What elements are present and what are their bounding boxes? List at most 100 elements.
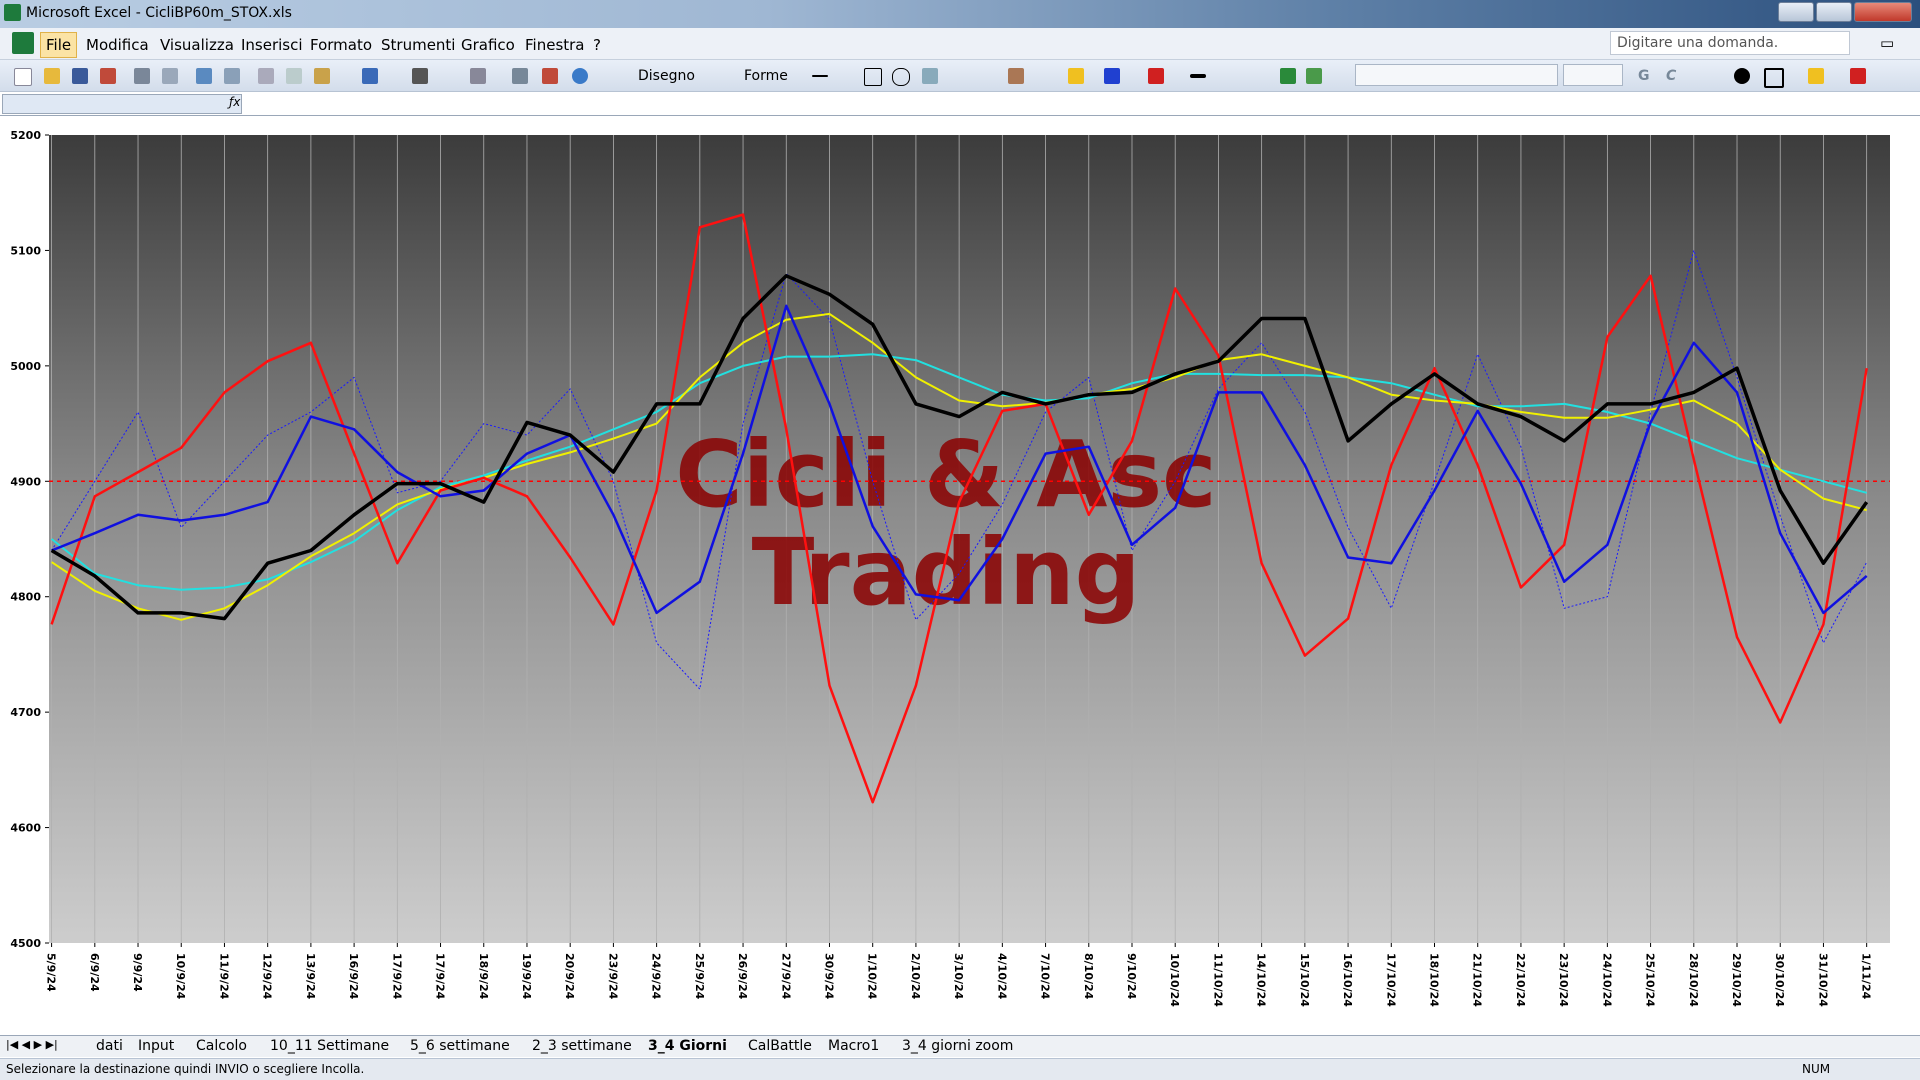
x-tick-label: 7/10/24 bbox=[1039, 953, 1052, 1000]
y-tick-label: 4800 bbox=[10, 591, 41, 604]
y-tick-label: 4600 bbox=[10, 822, 41, 835]
sheet-tab[interactable]: 3_4 giorni zoom bbox=[902, 1038, 1014, 1054]
maximize-button[interactable] bbox=[1816, 2, 1852, 22]
font-color[interactable] bbox=[1148, 68, 1164, 84]
x-tick-label: 18/10/24 bbox=[1428, 953, 1441, 1007]
series-line bbox=[50, 353, 1867, 591]
sort-button[interactable] bbox=[512, 68, 528, 84]
x-tick-label: 18/9/24 bbox=[477, 953, 490, 1000]
series-line bbox=[50, 213, 1868, 804]
menu-item[interactable]: File bbox=[40, 32, 78, 58]
close-button[interactable] bbox=[1854, 2, 1912, 22]
print-button[interactable] bbox=[134, 68, 150, 84]
hyperlink-button[interactable] bbox=[412, 68, 428, 84]
fx-icon[interactable]: ƒx bbox=[229, 95, 241, 109]
sheet-tab[interactable]: 2_3 settimane bbox=[532, 1038, 632, 1054]
shadow-button[interactable] bbox=[1280, 68, 1296, 84]
name-box[interactable]: ƒx bbox=[2, 94, 242, 114]
cut-button[interactable] bbox=[258, 68, 274, 84]
x-tick-label: 30/9/24 bbox=[822, 953, 835, 1000]
y-tick-label: 4900 bbox=[10, 475, 41, 488]
draw-menu[interactable]: Disegno bbox=[638, 68, 695, 84]
shapes-menu[interactable]: Forme bbox=[744, 68, 788, 84]
x-tick-label: 13/9/24 bbox=[304, 953, 317, 1000]
bold-button[interactable]: G bbox=[1638, 68, 1650, 84]
x-tick-label: 23/9/24 bbox=[606, 953, 619, 1000]
new-button[interactable] bbox=[14, 68, 32, 86]
menu-item[interactable]: Grafico bbox=[461, 36, 515, 54]
cell-font-color[interactable] bbox=[1850, 68, 1866, 84]
y-tick-label: 5100 bbox=[10, 244, 41, 257]
line-style[interactable] bbox=[1190, 74, 1206, 78]
x-tick-label: 12/9/24 bbox=[261, 953, 274, 1000]
permission-button[interactable] bbox=[100, 68, 116, 84]
x-tick-label: 17/9/24 bbox=[434, 953, 447, 1000]
menu-item[interactable]: Formato bbox=[310, 36, 373, 54]
x-tick-label: 20/9/24 bbox=[563, 953, 576, 1000]
3d-button[interactable] bbox=[1306, 68, 1322, 84]
menu-item[interactable]: ? bbox=[593, 36, 601, 54]
cell-fill[interactable] bbox=[1808, 68, 1824, 84]
rectangle-tool[interactable] bbox=[864, 68, 882, 86]
sheet-tab[interactable]: 5_6 settimane bbox=[410, 1038, 510, 1054]
sheet-tab[interactable]: dati bbox=[96, 1038, 123, 1054]
preview-button[interactable] bbox=[162, 68, 178, 84]
menu-item[interactable]: Inserisci bbox=[241, 36, 303, 54]
size-combo[interactable] bbox=[1563, 64, 1623, 86]
window-title: Microsoft Excel - CicliBP60m_STOX.xls bbox=[26, 5, 292, 21]
fill-color[interactable] bbox=[1068, 68, 1084, 84]
tab-scroll[interactable]: |◀ ◀ ▶ ▶| bbox=[6, 1038, 58, 1051]
menu-item[interactable]: Modifica bbox=[86, 36, 149, 54]
font-combo[interactable] bbox=[1355, 64, 1558, 86]
textbox-tool[interactable] bbox=[922, 68, 938, 84]
paste-button[interactable] bbox=[314, 68, 330, 84]
minimize-button[interactable] bbox=[1778, 2, 1814, 22]
x-tick-label: 10/9/24 bbox=[174, 953, 187, 1000]
sheet-tab[interactable]: CalBattle bbox=[748, 1038, 812, 1054]
spelling-button[interactable] bbox=[196, 68, 212, 84]
x-tick-label: 17/9/24 bbox=[390, 953, 403, 1000]
x-tick-label: 1/10/24 bbox=[866, 953, 879, 1000]
oval-tool[interactable] bbox=[892, 68, 910, 86]
line-tool[interactable] bbox=[812, 75, 828, 77]
line-color[interactable] bbox=[1104, 68, 1120, 84]
y-tick-label: 5000 bbox=[10, 360, 41, 373]
help-search-box[interactable]: Digitare una domanda. bbox=[1610, 31, 1850, 55]
menu-item[interactable]: Strumenti bbox=[381, 36, 456, 54]
menu-item[interactable]: Finestra bbox=[525, 36, 585, 54]
x-tick-label: 30/10/24 bbox=[1773, 953, 1786, 1007]
x-tick-label: 19/9/24 bbox=[520, 953, 533, 1000]
workbook-icon[interactable] bbox=[12, 32, 34, 54]
restore-workbook[interactable]: ▭ bbox=[1880, 34, 1895, 52]
copy-button[interactable] bbox=[286, 68, 302, 84]
research-button[interactable] bbox=[224, 68, 240, 84]
chart-wizard-button[interactable] bbox=[542, 68, 558, 84]
undo-button[interactable] bbox=[362, 68, 378, 84]
sheet-tab[interactable]: Calcolo bbox=[196, 1038, 247, 1054]
series-line bbox=[51, 312, 1867, 621]
open-button[interactable] bbox=[44, 68, 60, 84]
status-bar: Selezionare la destinazione quindi INVIO… bbox=[0, 1058, 1920, 1080]
sheet-tabs: |◀ ◀ ▶ ▶| dati Input Calcolo 10_11 Setti… bbox=[0, 1035, 1920, 1057]
x-tick-label: 23/10/24 bbox=[1557, 953, 1570, 1007]
picture-tool[interactable] bbox=[1008, 68, 1024, 84]
sheet-tab[interactable]: 3_4 Giorni bbox=[648, 1038, 727, 1054]
borders-button[interactable] bbox=[1764, 68, 1784, 88]
x-tick-label: 2/10/24 bbox=[909, 953, 922, 1000]
status-message: Selezionare la destinazione quindi INVIO… bbox=[6, 1062, 365, 1076]
sheet-tab[interactable]: Input bbox=[138, 1038, 175, 1054]
italic-button[interactable]: C bbox=[1666, 68, 1677, 84]
euro-button[interactable] bbox=[1734, 68, 1750, 84]
sheet-tab[interactable]: 10_11 Settimane bbox=[270, 1038, 390, 1054]
save-button[interactable] bbox=[72, 68, 88, 84]
sheet-tab[interactable]: Macro1 bbox=[828, 1038, 880, 1054]
autosum-button[interactable] bbox=[470, 68, 486, 84]
toolbar: Disegno Forme G C bbox=[0, 60, 1920, 92]
menu-item[interactable]: Visualizza bbox=[160, 36, 234, 54]
x-tick-label: 8/10/24 bbox=[1082, 953, 1095, 1000]
app-icon bbox=[4, 4, 21, 21]
x-tick-label: 25/10/24 bbox=[1644, 953, 1657, 1007]
help-button[interactable] bbox=[572, 68, 588, 84]
